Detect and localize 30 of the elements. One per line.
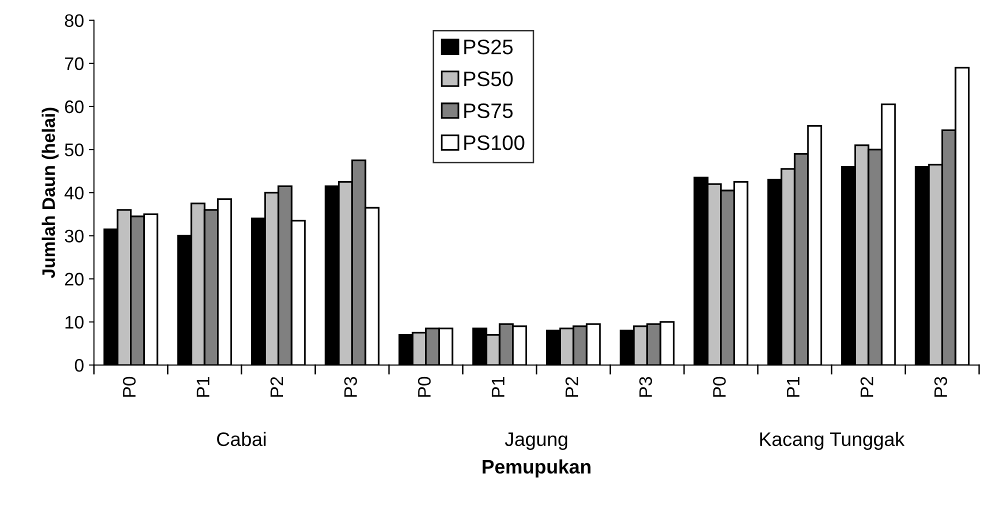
- x-tick-label: P0: [713, 376, 726, 397]
- y-tick-label: 50: [64, 144, 84, 156]
- text: Cabai: [217, 432, 266, 446]
- y-tick-label: 80: [64, 14, 84, 27]
- y-tick-label: 70: [65, 57, 84, 70]
- y-tick-label: 10: [66, 316, 84, 329]
- legend-label: PS75: [464, 103, 513, 118]
- legend-label: PS25: [464, 40, 513, 54]
- x-tick-label: P3: [344, 376, 357, 397]
- text: Jagung: [504, 432, 568, 450]
- y-tick-label: 0: [74, 358, 84, 372]
- y-tick-label: 40: [64, 186, 84, 200]
- y-tick-label: 20: [65, 272, 84, 286]
- y-axis-title: Jumlah Daun (helai): [42, 108, 59, 278]
- y-tick-label: 30: [64, 230, 84, 242]
- legend-label: PS50: [464, 72, 513, 86]
- x-tick-label: P1: [196, 377, 210, 397]
- x-tick-label: P2: [270, 377, 284, 397]
- x-tick-label: P1: [786, 377, 800, 397]
- x-tick-label: P0: [122, 376, 136, 397]
- x-tick-label: P2: [565, 377, 578, 397]
- x-tick-label: P0: [418, 376, 431, 397]
- x-axis-title: Pemupukan: [482, 459, 590, 478]
- y-tick-label: 60: [65, 100, 84, 114]
- text: Kacang Tunggak: [760, 432, 905, 450]
- x-tick-label: P1: [492, 377, 504, 397]
- x-tick-label: P2: [860, 377, 874, 397]
- x-tick-label: P3: [934, 376, 948, 397]
- x-tick-label: P3: [639, 376, 652, 397]
- legend-label: PS100: [464, 135, 524, 150]
